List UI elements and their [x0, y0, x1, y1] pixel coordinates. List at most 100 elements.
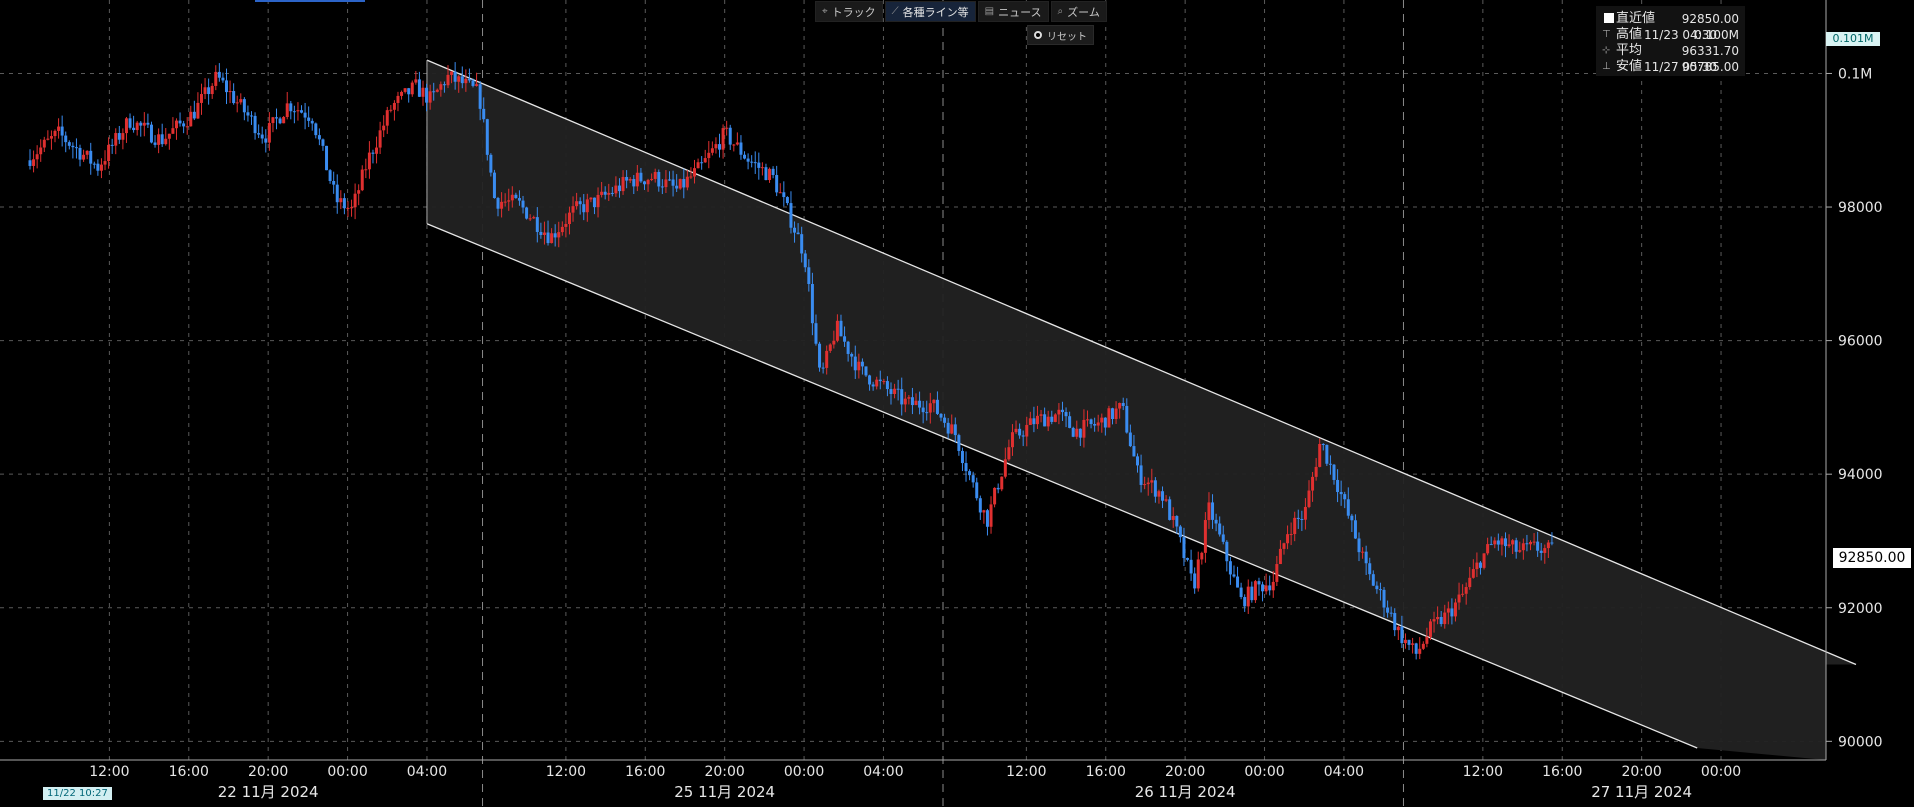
legend-row: ⊹ 平均 96331.70	[1596, 43, 1745, 59]
candle-body	[1475, 562, 1479, 570]
toolbar-button-2[interactable]: ▤ ニュース	[977, 1, 1049, 22]
candle-body	[1461, 593, 1465, 595]
candle-body	[1264, 585, 1268, 592]
candle-body	[739, 142, 743, 155]
candle-body	[982, 510, 986, 513]
candle-body	[843, 336, 847, 342]
candle-body	[1014, 428, 1018, 433]
candle-body	[657, 171, 661, 187]
candle-body	[903, 398, 907, 405]
candle-body	[735, 142, 739, 145]
candle-body	[1418, 648, 1422, 654]
candle-body	[264, 138, 268, 143]
toolbar-label: ニュース	[998, 5, 1042, 19]
candle-body	[432, 91, 436, 93]
candle-body	[925, 412, 929, 414]
low-icon: ⊥	[1602, 61, 1611, 72]
candle-body	[1539, 550, 1543, 553]
candle-body	[753, 162, 757, 164]
candle-body	[700, 162, 704, 164]
candle-body	[121, 133, 125, 140]
legend-value: 0.100M	[1694, 28, 1739, 42]
x-tick-label: 16:00	[169, 764, 209, 780]
candle-body	[664, 179, 668, 188]
candle-body	[1000, 476, 1004, 490]
candle-body	[1078, 428, 1082, 438]
candle-body	[1350, 515, 1354, 521]
candle-body	[821, 367, 825, 369]
candle-body	[1443, 612, 1447, 625]
candle-body	[160, 134, 164, 145]
x-tick-label: 00:00	[1244, 764, 1284, 780]
candle-body	[1371, 574, 1375, 586]
candle-body	[503, 201, 507, 203]
candle-body	[932, 399, 936, 404]
candle-body	[167, 133, 171, 139]
candle-body	[146, 122, 150, 125]
candle-body	[539, 231, 543, 235]
candle-body	[28, 160, 32, 166]
candle-body	[67, 142, 71, 146]
legend-label: 直近値	[1616, 11, 1656, 26]
line-icon: ⟋	[891, 6, 899, 17]
x-tick-label: 00:00	[1701, 764, 1741, 780]
candle-body	[796, 232, 800, 235]
x-tick-label: 16:00	[1086, 764, 1126, 780]
candle-body	[642, 181, 646, 185]
candle-body	[764, 167, 768, 181]
toolbar-button-0[interactable]: ⌖ トラック	[815, 1, 883, 22]
legend-time: 11/23 04:30	[1644, 28, 1717, 42]
candle-body	[214, 71, 218, 86]
candle-body	[1311, 476, 1315, 491]
candle-body	[185, 126, 189, 128]
candle-body	[542, 232, 546, 235]
candle-body	[896, 388, 900, 390]
candle-body	[224, 80, 228, 93]
y-tick-label: 0.1M	[1838, 66, 1872, 82]
candle-body	[775, 175, 779, 193]
legend-label: 平均	[1616, 43, 1643, 58]
legend-panel: 直近値 92850.00 ⊤ 高値 11/23 04:30 0.100M ⊹ 平均 96331.…	[1596, 6, 1745, 76]
candle-body	[828, 344, 832, 351]
candle-body	[971, 475, 975, 483]
candle-body	[1432, 619, 1436, 622]
candle-body	[1282, 543, 1286, 549]
x-tick-label: 12:00	[1006, 764, 1046, 780]
candle-body	[1303, 506, 1307, 520]
candle-body	[196, 102, 200, 119]
candle-body	[1107, 408, 1111, 428]
candle-body	[546, 232, 550, 244]
candle-body	[596, 194, 600, 208]
toolbar-button-1[interactable]: ⟋ 各種ライン等	[884, 1, 976, 22]
candle-body	[1389, 612, 1393, 614]
candle-body	[989, 504, 993, 527]
candle-body	[1414, 643, 1418, 654]
candle-body	[403, 88, 407, 92]
candle-body	[1482, 553, 1486, 568]
candle-body	[743, 154, 747, 159]
candle-body	[653, 171, 657, 179]
reset-button[interactable]: リセット	[1027, 25, 1094, 45]
candle-body	[1171, 516, 1175, 520]
legend-time: 11/27 05:30	[1644, 60, 1717, 74]
candle-body	[360, 169, 364, 191]
candle-body	[296, 110, 300, 112]
candle-body	[782, 192, 786, 198]
candle-body	[1164, 499, 1168, 501]
candle-body	[825, 350, 829, 368]
candle-body	[278, 118, 282, 124]
candle-body	[760, 167, 764, 169]
candle-body	[946, 422, 950, 434]
toolbar-button-3[interactable]: ⌕ ズーム	[1050, 1, 1107, 22]
candle-body	[1407, 639, 1411, 645]
candle-body	[953, 424, 957, 436]
candle-body	[421, 87, 425, 97]
candle-body	[342, 198, 346, 209]
candle-body	[267, 123, 271, 143]
candle-body	[392, 102, 396, 110]
candle-body	[99, 164, 103, 171]
trend-channel	[426, 59, 1857, 761]
candle-body	[1353, 520, 1357, 539]
candle-body	[1189, 559, 1193, 574]
